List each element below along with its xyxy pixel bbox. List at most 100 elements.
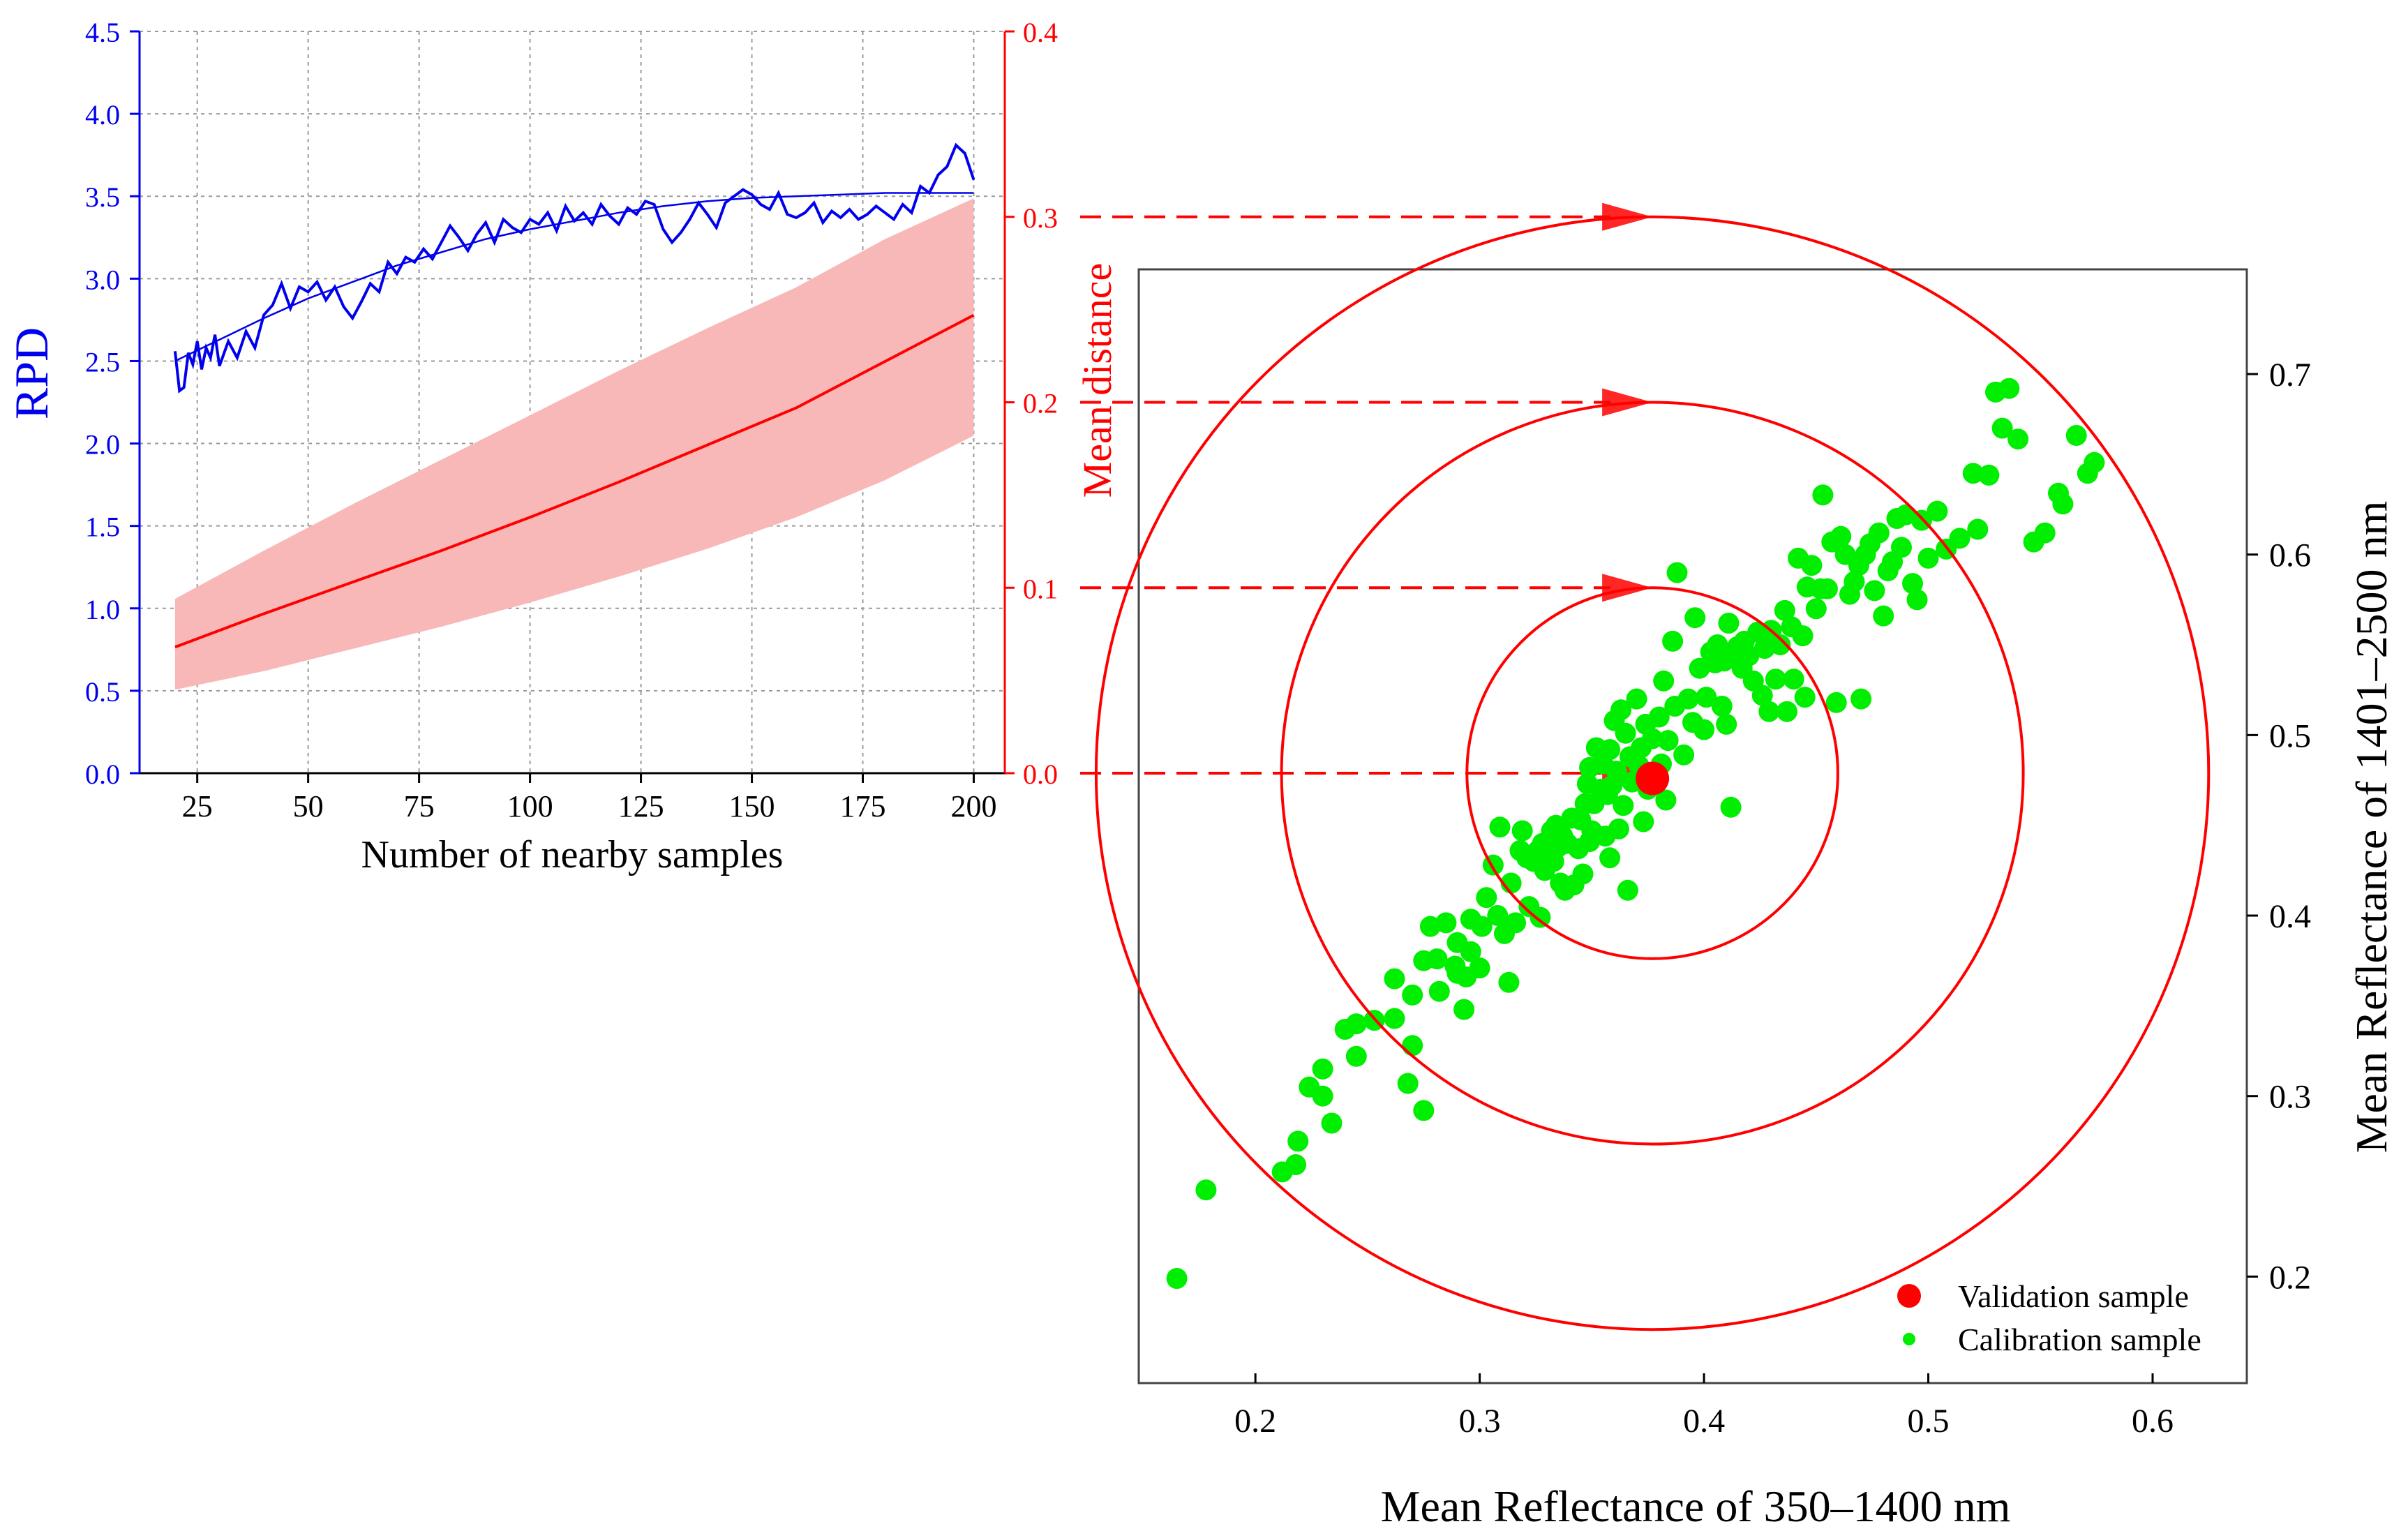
calibration-point xyxy=(1498,971,1520,993)
arrow-head-0.1 xyxy=(1602,574,1653,602)
rpd-line xyxy=(173,142,975,394)
calibration-point xyxy=(1684,607,1706,629)
calibration-point xyxy=(1426,948,1448,970)
scatter-y-tick-label-0.4: 0.4 xyxy=(2269,898,2311,935)
calibration-point xyxy=(1476,887,1497,909)
calibration-point xyxy=(1428,980,1450,1002)
scatter-y-tick-label-0.3: 0.3 xyxy=(2269,1079,2311,1116)
calibration-point xyxy=(1384,1008,1405,1029)
calibration-point xyxy=(1902,573,1923,595)
calibration-point xyxy=(1397,1073,1419,1094)
calibration-point xyxy=(1962,463,1984,484)
calibration-point xyxy=(1648,706,1670,728)
calibration-point xyxy=(1657,730,1679,752)
calibration-point xyxy=(1720,796,1742,818)
rpd-tick-label-0: 0.0 xyxy=(85,759,120,790)
calibration-point xyxy=(1777,701,1797,722)
calibration-point xyxy=(1471,916,1493,937)
scatter-x-axis-label: Mean Reflectance of 350–1400 nm xyxy=(1381,1481,2011,1531)
scatter-x-tick-label-0.4: 0.4 xyxy=(1683,1403,1725,1440)
calibration-point xyxy=(1419,916,1441,937)
calibration-point xyxy=(1783,669,1804,690)
calibration-point xyxy=(1345,1013,1367,1035)
calibration-point xyxy=(1487,905,1509,926)
calibration-point xyxy=(1689,657,1710,679)
x-tick-label-200: 200 xyxy=(950,789,996,823)
calibration-point xyxy=(1978,464,2000,486)
scatter-x-tick-label-0.5: 0.5 xyxy=(1908,1403,1950,1440)
calibration-point xyxy=(1716,713,1737,735)
calibration-point xyxy=(1653,670,1675,692)
x-tick-label-100: 100 xyxy=(507,789,553,823)
calibration-point xyxy=(2084,451,2105,473)
calibration-point xyxy=(1830,525,1852,547)
calibration-point xyxy=(1666,562,1688,583)
calibration-point xyxy=(1453,999,1475,1020)
calibration-point xyxy=(1805,598,1827,620)
calibration-point xyxy=(1873,605,1894,627)
calibration-point xyxy=(1505,912,1526,934)
scatter-ticks: 0.2 0.3 0.4 0.5 0.6 0.2 0.3 0.4 0.5 0.6 0.7 xyxy=(1234,357,2311,1440)
scatter-y-tick-label-0.5: 0.5 xyxy=(2269,717,2311,754)
calibration-point xyxy=(1613,795,1634,816)
distance-ring-0.1 xyxy=(1465,586,1839,960)
rpd-tick-label-2.5: 2.5 xyxy=(85,346,120,378)
x-tick-label-50: 50 xyxy=(293,789,324,823)
calibration-point xyxy=(1917,547,1939,569)
calibration-point xyxy=(1895,504,1917,525)
left-x-axis-label: Number of nearby samples xyxy=(361,833,784,876)
legend-calibration-marker xyxy=(1903,1333,1915,1345)
scatter-y-axis-label: Mean Reflectance of 1401–2500 nm xyxy=(2347,501,2396,1154)
calibration-point xyxy=(1864,580,1885,602)
calibration-point xyxy=(1615,722,1636,744)
rpd-tick-label-2: 2.0 xyxy=(85,429,120,461)
calibration-point xyxy=(1572,863,1594,885)
distance-ring-0.2 xyxy=(1280,401,2025,1146)
calibration-point xyxy=(1312,1058,1333,1080)
calibration-point xyxy=(1825,692,1847,713)
calibration-point xyxy=(1413,1100,1435,1121)
distance-tick-label-0.1: 0.1 xyxy=(1023,573,1058,604)
calibration-point xyxy=(1816,578,1838,599)
calibration-point xyxy=(1758,701,1780,722)
calibration-point xyxy=(1610,699,1632,721)
calibration-point xyxy=(1696,687,1717,708)
distance-ring-0.3 xyxy=(1094,215,2211,1331)
calibration-point xyxy=(1287,1130,1309,1152)
rpd-tick-label-4: 4.0 xyxy=(85,99,120,130)
calibration-point xyxy=(1469,957,1490,979)
calibration-point xyxy=(1967,518,1989,540)
calibration-point xyxy=(1606,761,1627,782)
x-tick-label-75: 75 xyxy=(404,789,435,823)
calibration-point xyxy=(1998,378,2020,399)
calibration-point xyxy=(1673,744,1695,766)
x-tick-label-125: 125 xyxy=(618,789,664,823)
validation-point xyxy=(1636,761,1670,796)
mean-distance-band xyxy=(174,198,974,690)
rpd-tick-label-4.5: 4.5 xyxy=(85,17,120,48)
calibration-point xyxy=(1707,634,1728,655)
calibration-point xyxy=(1792,625,1814,647)
calibration-point xyxy=(1891,537,1912,558)
calibration-point xyxy=(1312,1085,1333,1107)
scatter-x-tick-label-0.3: 0.3 xyxy=(1459,1403,1501,1440)
rpd-tick-label-1.5: 1.5 xyxy=(85,512,120,543)
calibration-point xyxy=(1402,1035,1423,1057)
calibration-point xyxy=(1617,879,1638,901)
calibration-point xyxy=(1599,847,1621,869)
calibration-point xyxy=(2034,522,2056,544)
scatter-y-tick-label-0.7: 0.7 xyxy=(2269,357,2311,394)
distance-rings xyxy=(1094,215,2211,1331)
calibration-point xyxy=(1530,906,1551,928)
calibration-point xyxy=(1321,1112,1343,1134)
calibration-point xyxy=(1770,634,1791,655)
calibration-point xyxy=(1949,528,1970,549)
calibration-point xyxy=(1662,630,1684,652)
scatter-plot-frame xyxy=(1137,268,2248,1384)
distance-ring-arrows xyxy=(1080,202,1653,787)
distance-tick-label-0.4: 0.4 xyxy=(1023,17,1058,48)
scatter-y-tick-label-0.6: 0.6 xyxy=(2269,537,2311,574)
calibration-point xyxy=(1906,589,1928,611)
distance-tick-label-0: 0.0 xyxy=(1023,759,1058,790)
